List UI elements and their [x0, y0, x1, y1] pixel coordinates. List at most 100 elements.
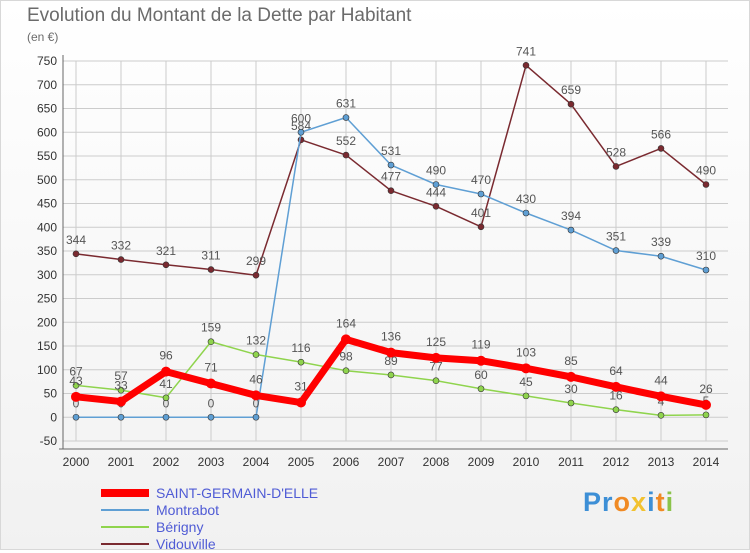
data-point — [567, 226, 575, 234]
data-point — [71, 391, 81, 402]
x-tick-label: 2003 — [198, 455, 225, 469]
x-tick-label: 2004 — [243, 455, 270, 469]
data-label: 85 — [564, 354, 578, 368]
data-label: 477 — [381, 170, 401, 184]
legend-swatch — [101, 543, 149, 545]
data-label: 321 — [156, 244, 176, 258]
data-point — [117, 256, 125, 263]
data-point — [117, 413, 125, 421]
y-tick-label: 750 — [37, 54, 57, 68]
data-label: 528 — [606, 145, 626, 159]
data-label: 0 — [163, 396, 170, 410]
x-tick-label: 2007 — [378, 455, 405, 469]
y-tick-label: 300 — [37, 268, 57, 282]
data-label: 311 — [201, 249, 220, 263]
x-tick-label: 2002 — [153, 455, 180, 469]
data-label: 490 — [696, 164, 716, 178]
data-point — [701, 399, 711, 410]
data-point — [521, 363, 531, 374]
data-label: 741 — [516, 44, 536, 58]
chart-title: Evolution du Montant de la Dette par Hab… — [27, 5, 412, 26]
data-point — [522, 392, 530, 400]
data-point — [477, 223, 485, 231]
legend-item: SAINT-GERMAIN-D'ELLE — [101, 485, 318, 502]
y-tick-label: 600 — [37, 125, 57, 139]
data-label: 103 — [516, 345, 536, 359]
data-point — [431, 352, 441, 363]
data-point — [161, 366, 171, 377]
data-label: 552 — [336, 134, 356, 148]
data-point — [297, 358, 305, 366]
data-label: 584 — [291, 119, 311, 133]
x-tick-label: 2013 — [648, 455, 675, 469]
data-point — [252, 413, 260, 421]
data-label: 0 — [253, 396, 260, 410]
data-point — [72, 413, 80, 421]
data-point — [567, 100, 575, 108]
data-point — [477, 190, 485, 198]
data-label: 470 — [471, 173, 491, 187]
data-point — [162, 261, 170, 269]
y-tick-label: 0 — [50, 410, 57, 424]
legend-swatch — [101, 526, 149, 528]
data-label: 16 — [609, 389, 623, 403]
data-label: 490 — [426, 164, 446, 178]
y-tick-label: 350 — [37, 244, 57, 258]
data-point — [476, 355, 486, 366]
legend-label: Vidouville — [156, 536, 216, 552]
data-label: 159 — [201, 321, 221, 335]
data-point — [432, 377, 440, 384]
brand-letter: r — [602, 487, 614, 517]
data-label: 41 — [159, 377, 173, 391]
data-label: 77 — [429, 360, 443, 374]
data-point — [432, 203, 440, 210]
data-point — [252, 351, 260, 358]
y-tick-label: 50 — [44, 387, 58, 401]
legend-item: Vidouville — [101, 536, 318, 553]
data-label: 600 — [291, 111, 311, 125]
y-tick-label: -50 — [40, 434, 58, 448]
brand-letter: t — [655, 487, 666, 517]
legend-swatch — [101, 509, 149, 511]
data-point — [251, 390, 261, 401]
data-point — [387, 371, 395, 379]
data-label: 0 — [208, 396, 215, 410]
data-point — [117, 386, 125, 394]
legend-label: SAINT-GERMAIN-D'ELLE — [156, 485, 319, 501]
data-point — [612, 406, 620, 413]
data-label: 26 — [699, 382, 713, 396]
data-point — [342, 114, 350, 121]
data-label: 60 — [474, 368, 488, 382]
data-point — [702, 181, 710, 188]
data-label: 332 — [111, 239, 131, 253]
data-point — [522, 61, 530, 69]
x-tick-label: 2006 — [333, 455, 360, 469]
data-label: 299 — [246, 254, 266, 268]
data-point — [611, 381, 621, 392]
x-tick-label: 2000 — [63, 455, 90, 469]
data-point — [386, 347, 396, 358]
data-point — [342, 367, 350, 375]
y-tick-label: 150 — [37, 339, 57, 353]
data-point — [432, 181, 440, 188]
data-label: 444 — [426, 185, 446, 199]
data-label: 4 — [658, 394, 665, 408]
data-label: 339 — [651, 235, 671, 249]
y-tick-label: 700 — [37, 78, 57, 92]
x-tick-label: 2014 — [693, 455, 720, 469]
data-label: 98 — [339, 350, 353, 364]
data-label: 132 — [246, 334, 266, 348]
data-point — [657, 145, 665, 152]
y-tick-label: 500 — [37, 173, 57, 187]
data-point — [477, 385, 485, 393]
data-point — [702, 411, 710, 419]
brand-logo: Proxiti — [583, 487, 674, 518]
data-label: 67 — [69, 364, 83, 378]
chart-legend: SAINT-GERMAIN-D'ELLE Montrabot Bérigny Vido… — [101, 485, 318, 553]
data-label: 31 — [294, 380, 308, 394]
data-label: 96 — [159, 349, 173, 363]
data-point — [702, 266, 710, 274]
